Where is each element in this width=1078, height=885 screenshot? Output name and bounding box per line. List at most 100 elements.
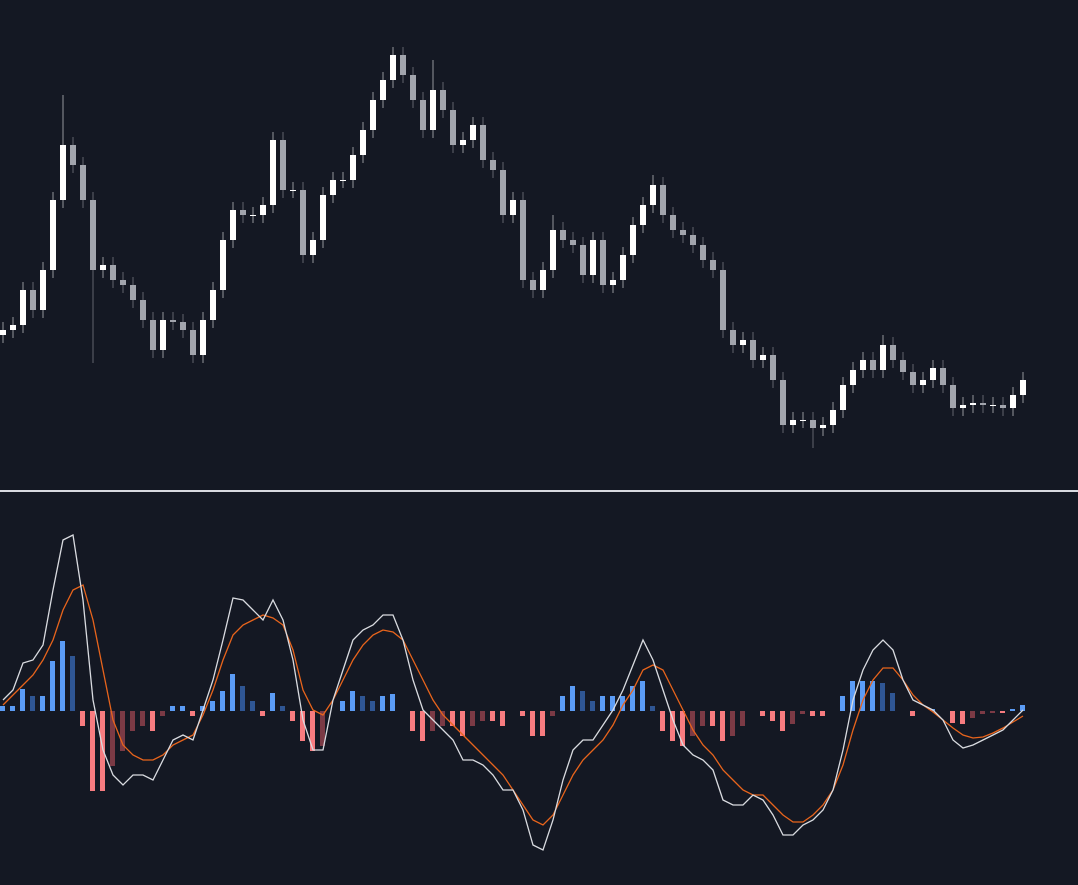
histogram-bar bbox=[50, 661, 55, 711]
histogram-bar bbox=[560, 696, 565, 711]
candle-body bbox=[700, 245, 706, 260]
candle-body bbox=[900, 360, 906, 372]
histogram-bar bbox=[680, 711, 685, 746]
histogram-bar bbox=[70, 656, 75, 711]
histogram-bar bbox=[1020, 705, 1025, 711]
candle-body bbox=[450, 110, 456, 145]
histogram-bar bbox=[170, 706, 175, 711]
histogram-bar bbox=[210, 701, 215, 711]
candle-body bbox=[1010, 395, 1016, 408]
histogram-bar bbox=[490, 711, 495, 721]
histogram-bar bbox=[710, 711, 715, 726]
candle-body bbox=[340, 180, 346, 181]
candle-body bbox=[760, 355, 766, 360]
histogram-bar bbox=[90, 711, 95, 791]
histogram-bar bbox=[670, 711, 675, 741]
candle-body bbox=[670, 215, 676, 230]
histogram-bar bbox=[880, 683, 885, 711]
histogram-bar bbox=[530, 711, 535, 736]
histogram-bar bbox=[690, 711, 695, 736]
histogram-bar bbox=[250, 701, 255, 711]
histogram-bar bbox=[590, 701, 595, 711]
histogram-bar bbox=[10, 706, 15, 711]
histogram-bar bbox=[380, 696, 385, 711]
candle-body bbox=[950, 385, 956, 408]
histogram-bar bbox=[30, 696, 35, 711]
candle-body bbox=[120, 280, 126, 285]
candle-body bbox=[990, 405, 996, 406]
candle-body bbox=[60, 145, 66, 200]
histogram-bar bbox=[420, 711, 425, 741]
histogram-bar bbox=[270, 693, 275, 711]
candle-body bbox=[420, 100, 426, 130]
histogram-bar bbox=[160, 711, 165, 716]
candle-body bbox=[920, 380, 926, 385]
candle-body bbox=[150, 320, 156, 350]
histogram-bar bbox=[240, 686, 245, 711]
histogram-bar bbox=[610, 696, 615, 711]
candle-body bbox=[480, 125, 486, 160]
histogram-bar bbox=[80, 711, 85, 726]
candle-body bbox=[770, 355, 776, 380]
candle-body bbox=[0, 330, 6, 335]
histogram-bar bbox=[430, 711, 435, 731]
histogram-bar bbox=[570, 686, 575, 711]
candle-body bbox=[860, 360, 866, 370]
histogram-bar bbox=[20, 689, 25, 711]
histogram-bar bbox=[470, 711, 475, 726]
candle-body bbox=[270, 140, 276, 205]
candle-body bbox=[540, 270, 546, 290]
histogram-bar bbox=[790, 711, 795, 724]
histogram-bar bbox=[800, 711, 805, 714]
histogram-bar bbox=[660, 711, 665, 731]
histogram-bar bbox=[200, 706, 205, 711]
histogram-bar bbox=[1010, 709, 1015, 711]
candle-body bbox=[1020, 380, 1026, 395]
candle-body bbox=[220, 240, 226, 290]
candle-body bbox=[570, 240, 576, 245]
histogram-bar bbox=[620, 696, 625, 711]
candle-body bbox=[870, 360, 876, 370]
histogram-bar bbox=[130, 711, 135, 731]
candle-body bbox=[880, 345, 886, 370]
candle-body bbox=[640, 205, 646, 225]
candle-body bbox=[140, 300, 146, 320]
histogram-bar bbox=[150, 711, 155, 731]
histogram-bar bbox=[500, 711, 505, 726]
candle-body bbox=[940, 368, 946, 385]
histogram-bar bbox=[850, 681, 855, 711]
candle-body bbox=[610, 280, 616, 285]
candle-body bbox=[810, 420, 816, 428]
candle-body bbox=[930, 368, 936, 380]
candle-body bbox=[460, 140, 466, 145]
candle-body bbox=[80, 165, 86, 200]
histogram-bar bbox=[970, 711, 975, 718]
candle-body bbox=[510, 200, 516, 215]
candle-body bbox=[590, 240, 596, 275]
candle-body bbox=[70, 145, 76, 165]
candle-body bbox=[790, 420, 796, 425]
histogram-bar bbox=[100, 711, 105, 791]
histogram-bar bbox=[300, 711, 305, 741]
candle-body bbox=[200, 320, 206, 355]
candle-body bbox=[400, 55, 406, 75]
histogram-bar bbox=[290, 711, 295, 721]
candle-body bbox=[410, 75, 416, 100]
histogram-bar bbox=[730, 711, 735, 736]
candle-body bbox=[190, 330, 196, 355]
histogram-bar bbox=[120, 711, 125, 751]
candle-body bbox=[100, 265, 106, 270]
candle-body bbox=[830, 410, 836, 425]
candle-body bbox=[40, 270, 46, 310]
candle-body bbox=[550, 230, 556, 270]
histogram-bar bbox=[440, 711, 445, 726]
candle-body bbox=[1000, 405, 1006, 408]
histogram-bar bbox=[230, 674, 235, 711]
candle-body bbox=[160, 320, 166, 350]
candle-body bbox=[500, 170, 506, 215]
histogram-bar bbox=[60, 641, 65, 711]
candle-body bbox=[50, 200, 56, 270]
histogram-bar bbox=[780, 711, 785, 731]
candle-body bbox=[470, 125, 476, 140]
